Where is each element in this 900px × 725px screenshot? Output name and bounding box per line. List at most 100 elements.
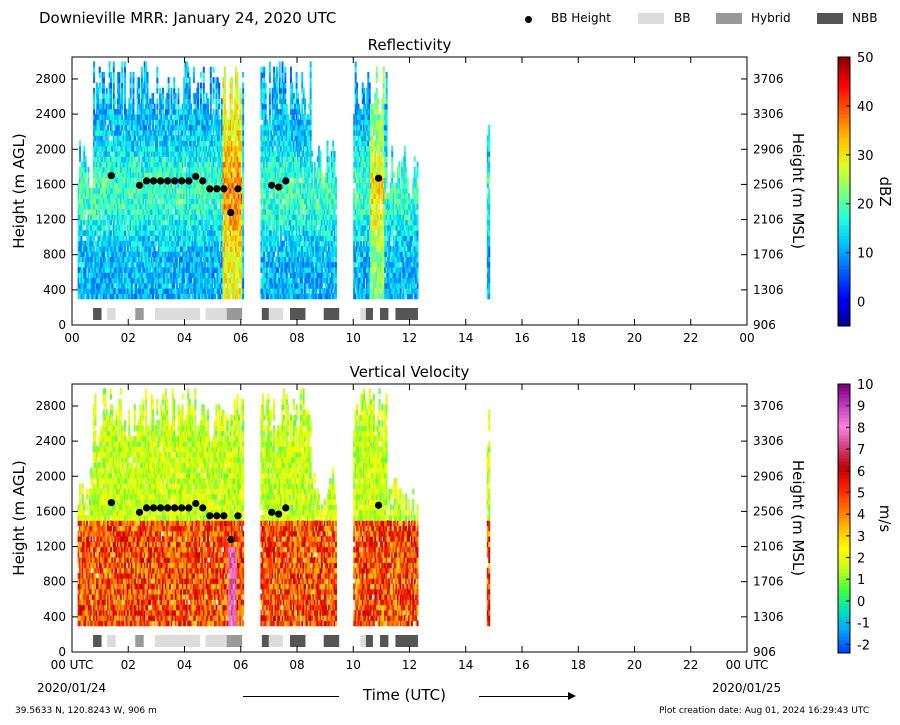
- heatmap-cell: [124, 161, 127, 168]
- heatmap-cell: [209, 71, 212, 78]
- heatmap-cell: [131, 209, 134, 215]
- heatmap-cell: [174, 203, 177, 210]
- heatmap-cell: [152, 277, 155, 284]
- heatmap-cell: [282, 230, 285, 236]
- heatmap-cell: [178, 172, 181, 178]
- heatmap-cell: [79, 193, 82, 200]
- heatmap-cell: [202, 82, 205, 89]
- heatmap-cell: [83, 198, 86, 205]
- heatmap-cell: [214, 245, 217, 252]
- heatmap-cell: [135, 256, 138, 263]
- heatmap-cell: [90, 214, 93, 221]
- heatmap-cell: [199, 288, 202, 294]
- heatmap-cell: [117, 114, 120, 120]
- heatmap-cell: [195, 282, 198, 289]
- heatmap-cell: [77, 256, 80, 263]
- heatmap-cell: [205, 166, 208, 173]
- heatmap-cell: [271, 108, 274, 115]
- heatmap-cell: [91, 267, 94, 273]
- heatmap-cell: [80, 245, 83, 252]
- heatmap-cell: [280, 82, 283, 89]
- heatmap-cell: [185, 61, 188, 68]
- heatmap-cell: [171, 256, 174, 263]
- heatmap-cell: [218, 172, 221, 178]
- heatmap-cell: [102, 103, 105, 110]
- heatmap-cell: [284, 198, 287, 205]
- heatmap-cell: [239, 151, 242, 157]
- heatmap-cell: [173, 245, 176, 252]
- heatmap-cell: [223, 198, 226, 205]
- heatmap-cell: [197, 129, 200, 136]
- heatmap-cell: [83, 267, 86, 273]
- heatmap-cell: [270, 240, 273, 247]
- heatmap-cell: [98, 219, 101, 226]
- heatmap-cell: [274, 219, 277, 226]
- heatmap-cell: [140, 172, 143, 178]
- heatmap-cell: [107, 187, 110, 194]
- heatmap-cell: [112, 251, 115, 258]
- heatmap-cell: [153, 166, 156, 173]
- heatmap-cell: [115, 193, 118, 200]
- heatmap-cell: [222, 177, 225, 184]
- heatmap-cell: [136, 293, 139, 300]
- heatmap-cell: [214, 177, 217, 184]
- heatmap-cell: [194, 151, 197, 157]
- heatmap-cell: [267, 261, 270, 268]
- heatmap-cell: [233, 182, 236, 189]
- heatmap-cell: [105, 93, 108, 99]
- heatmap-cell: [150, 272, 153, 279]
- heatmap-cell: [118, 267, 121, 273]
- heatmap-cell: [163, 272, 166, 279]
- heatmap-cell: [233, 156, 236, 163]
- heatmap-cell: [135, 261, 138, 268]
- heatmap-cell: [97, 93, 100, 99]
- heatmap-cell: [145, 61, 148, 68]
- heatmap-cell: [119, 261, 122, 268]
- heatmap-cell: [180, 114, 183, 120]
- heatmap-cell: [274, 129, 277, 136]
- heatmap-cell: [185, 277, 188, 284]
- heatmap-cell: [145, 219, 148, 226]
- heatmap-cell: [232, 261, 235, 268]
- heatmap-cell: [218, 293, 221, 300]
- heatmap-cell: [201, 235, 204, 242]
- heatmap-cell: [118, 82, 121, 89]
- heatmap-cell: [160, 251, 163, 258]
- heatmap-cell: [101, 277, 104, 284]
- heatmap-cell: [94, 172, 97, 178]
- heatmap-cell: [105, 261, 108, 268]
- heatmap-cell: [135, 209, 138, 215]
- heatmap-field: [77, 61, 491, 300]
- heatmap-cell: [242, 293, 245, 300]
- heatmap-cell: [147, 166, 150, 173]
- heatmap-cell: [225, 182, 228, 189]
- heatmap-cell: [199, 245, 202, 252]
- heatmap-cell: [156, 156, 159, 163]
- heatmap-cell: [118, 214, 121, 221]
- heatmap-cell: [187, 214, 190, 221]
- heatmap-cell: [119, 145, 122, 152]
- heatmap-cell: [121, 172, 124, 178]
- heatmap-cell: [188, 87, 191, 94]
- heatmap-cell: [278, 156, 281, 163]
- heatmap-cell: [149, 145, 152, 152]
- heatmap-cell: [143, 230, 146, 236]
- heatmap-cell: [124, 140, 127, 147]
- heatmap-cell: [236, 251, 239, 258]
- heatmap-cell: [153, 145, 156, 152]
- heatmap-cell: [142, 119, 145, 126]
- heatmap-cell: [145, 293, 148, 300]
- heatmap-cell: [81, 272, 84, 279]
- heatmap-cell: [278, 251, 281, 258]
- heatmap-cell: [268, 119, 271, 126]
- heatmap-cell: [281, 282, 284, 289]
- heatmap-cell: [167, 166, 170, 173]
- heatmap-cell: [176, 156, 179, 163]
- heatmap-cell: [104, 108, 107, 115]
- heatmap-cell: [223, 161, 226, 168]
- heatmap-cell: [117, 272, 120, 279]
- heatmap-cell: [164, 224, 167, 231]
- heatmap-cell: [281, 145, 284, 152]
- heatmap-cell: [202, 267, 205, 273]
- heatmap-cell: [114, 203, 117, 210]
